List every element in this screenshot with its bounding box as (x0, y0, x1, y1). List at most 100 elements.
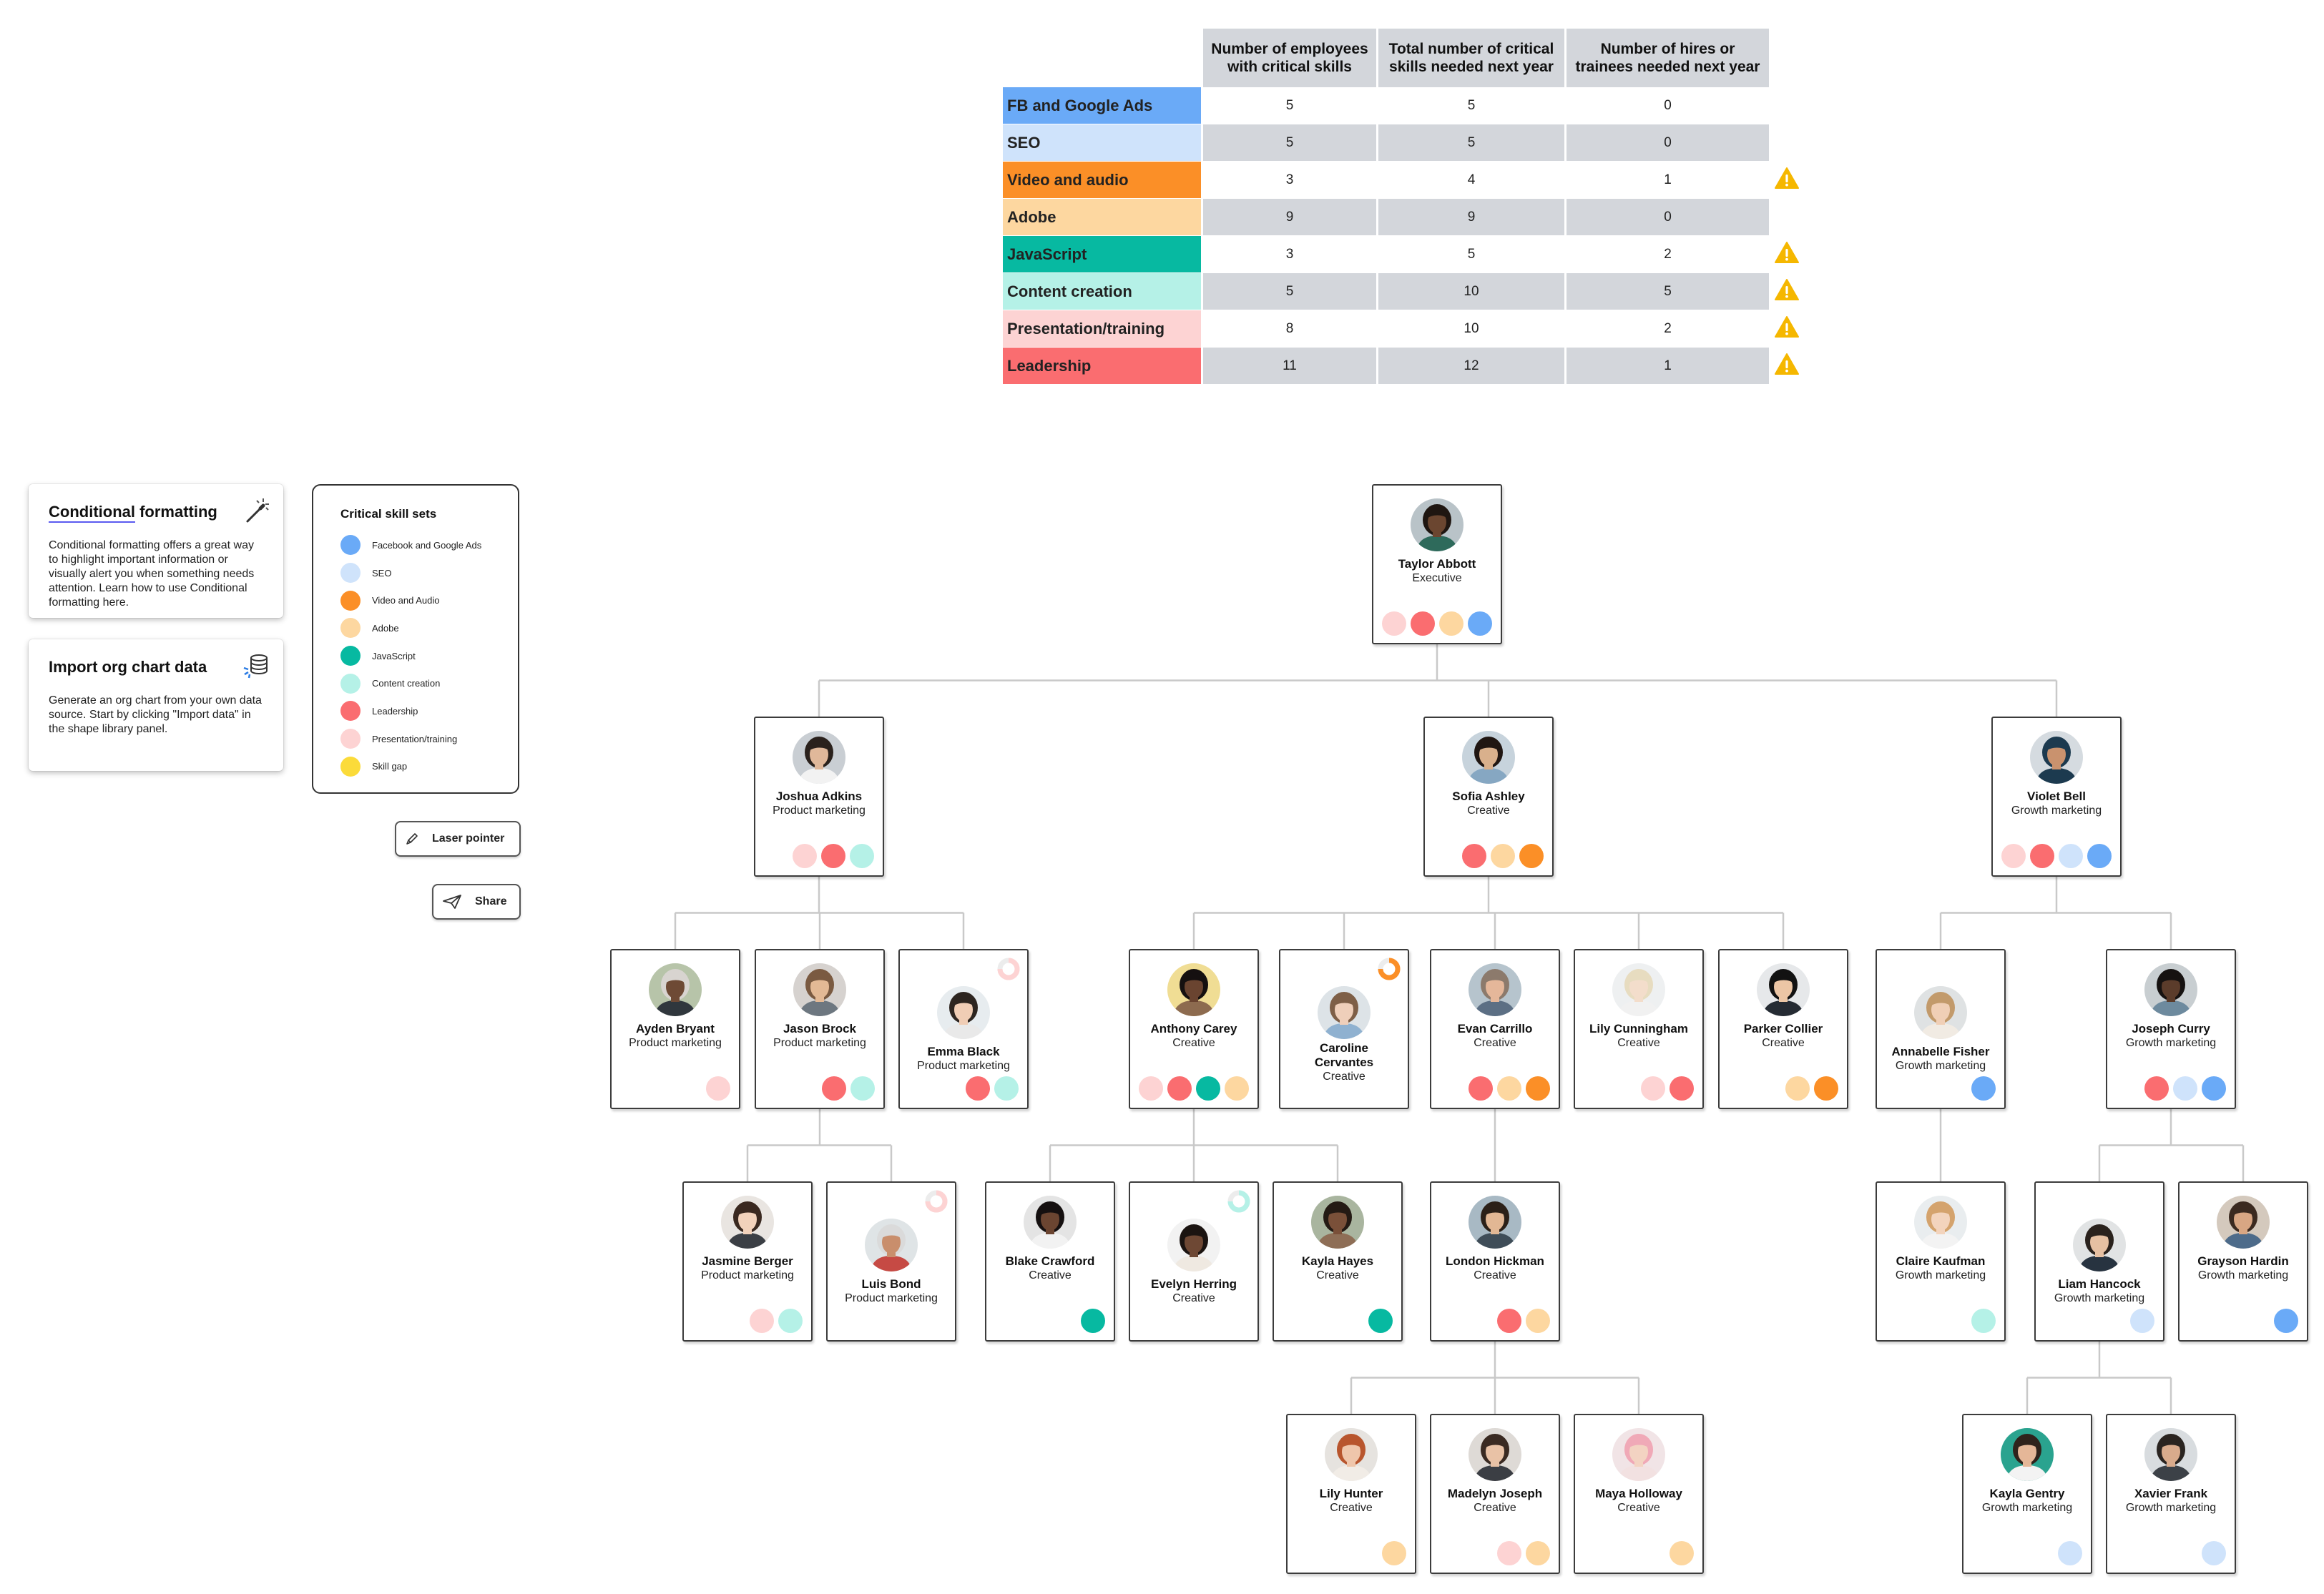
legend-swatch (340, 535, 361, 556)
person-role: Product marketing (773, 805, 866, 817)
person-role: Creative (1474, 1037, 1516, 1049)
person-name: Liam Hancock (2058, 1277, 2141, 1291)
table-cell-hires: 1 (1567, 348, 1771, 385)
org-node-blake[interactable]: Blake Crawford Creative (985, 1181, 1115, 1342)
org-node-london[interactable]: London Hickman Creative (1430, 1181, 1560, 1342)
org-node-ayden[interactable]: Ayden Bryant Product marketing (610, 949, 740, 1109)
org-node-lily-h[interactable]: Lily Hunter Creative (1286, 1414, 1416, 1574)
legend-item-js: JavaScript (340, 642, 518, 670)
person-role: Creative (1330, 1502, 1373, 1514)
org-node-sofia[interactable]: Sofia Ashley Creative (1423, 717, 1554, 877)
skill-dot-adobe (1526, 1541, 1550, 1565)
org-node-lily-c[interactable]: Lily Cunningham Creative (1574, 949, 1704, 1109)
org-node-anthony[interactable]: Anthony Carey Creative (1129, 949, 1259, 1109)
table-cell-hires: 5 (1567, 273, 1771, 310)
legend-label: Content creation (372, 678, 441, 689)
table-row: Content creation 5 10 5 (1003, 273, 1803, 310)
org-node-violet[interactable]: Violet Bell Growth marketing (1991, 717, 2122, 877)
org-node-kayla-h[interactable]: Kayla Hayes Creative (1273, 1181, 1403, 1342)
skill-dot-content (850, 1076, 875, 1101)
skill-dot-presentation (1139, 1076, 1163, 1101)
person-name: Joshua Adkins (775, 789, 863, 803)
table-cell-warning (1771, 199, 1803, 236)
org-node-joseph[interactable]: Joseph Curry Growth marketing (2106, 949, 2236, 1109)
org-node-evan[interactable]: Evan Carrillo Creative (1430, 949, 1560, 1109)
skill-dots (2054, 1541, 2082, 1565)
org-node-jasmine[interactable]: Jasmine Berger Product marketing (682, 1181, 813, 1342)
avatar (1914, 986, 1967, 1039)
avatar (1469, 1428, 1521, 1481)
skill-dots (1493, 1541, 1550, 1565)
person-role: Product marketing (773, 1037, 866, 1049)
table-cell-skill: Adobe (1003, 199, 1203, 236)
table-row: FB and Google Ads 5 5 0 (1003, 87, 1803, 124)
skill-dot-seo (2058, 1541, 2082, 1565)
legend-item-adobe: Adobe (340, 614, 518, 642)
org-node-kayla-g[interactable]: Kayla Gentry Growth marketing (1962, 1414, 2092, 1574)
skill-dot-content (1971, 1309, 1996, 1333)
conditional-formatting-card[interactable]: Conditional formatting Conditional forma… (29, 484, 283, 618)
person-role: Product marketing (845, 1292, 938, 1304)
org-node-grayson[interactable]: Grayson Hardin Growth marketing (2178, 1181, 2308, 1342)
skill-dot-leadership (2144, 1076, 2169, 1101)
avatar (937, 986, 990, 1039)
org-node-maya[interactable]: Maya Holloway Creative (1574, 1414, 1704, 1574)
skill-dot-fb (2202, 1076, 2226, 1101)
person-name: Blake Crawford (1005, 1254, 1095, 1268)
org-node-madelyn[interactable]: Madelyn Joseph Creative (1430, 1414, 1560, 1574)
table-cell-employees: 8 (1203, 310, 1378, 348)
org-node-emma[interactable]: Emma Black Product marketing (898, 949, 1029, 1109)
avatar (2030, 731, 2083, 784)
org-node-jason[interactable]: Jason Brock Product marketing (755, 949, 885, 1109)
org-node-evelyn[interactable]: Evelyn Herring Creative (1129, 1181, 1259, 1342)
skill-dot-adobe (1497, 1076, 1521, 1101)
table-cell-employees: 5 (1203, 273, 1378, 310)
table-header-employees: Number of employees with critical skills (1203, 29, 1378, 87)
skill-dot-adobe (1382, 1541, 1406, 1565)
skill-dot-leadership (2030, 844, 2054, 868)
pen-icon (406, 833, 418, 845)
import-org-chart-card[interactable]: Import org chart data Generate an org ch… (29, 639, 283, 771)
person-role: Product marketing (701, 1269, 794, 1281)
legend-label: Video and Audio (372, 595, 440, 606)
org-node-luis[interactable]: Luis Bond Product marketing (826, 1181, 956, 1342)
skill-dots (1378, 611, 1492, 636)
skill-dot-presentation (1497, 1541, 1521, 1565)
table-cell-skill: FB and Google Ads (1003, 87, 1203, 124)
warning-icon (1775, 279, 1799, 300)
avatar (1167, 963, 1220, 1016)
legend-swatch (340, 646, 361, 666)
org-node-parker[interactable]: Parker Collier Creative (1718, 949, 1848, 1109)
skill-dot-fb (2087, 844, 2112, 868)
person-name: Lily Hunter (1319, 1487, 1383, 1500)
legend-item-content: Content creation (340, 669, 518, 697)
org-node-caroline[interactable]: Caroline Cervantes Creative (1279, 949, 1409, 1109)
laser-pointer-button[interactable]: Laser pointer (395, 821, 521, 857)
table-cell-skill: Video and audio (1003, 162, 1203, 199)
table-warning-header (1771, 29, 1803, 87)
person-role: Growth marketing (1895, 1269, 1986, 1281)
skill-dots (1781, 1076, 1838, 1101)
avatar (865, 1219, 918, 1271)
legend-label: Adobe (372, 622, 399, 634)
person-name: Emma Black (927, 1045, 1000, 1058)
person-name: Violet Bell (2027, 789, 2086, 803)
org-node-taylor[interactable]: Taylor Abbott Executive (1372, 484, 1502, 644)
avatar (2217, 1196, 2270, 1249)
org-node-liam[interactable]: Liam Hancock Growth marketing (2034, 1181, 2164, 1342)
org-node-claire[interactable]: Claire Kaufman Growth marketing (1876, 1181, 2006, 1342)
org-node-joshua[interactable]: Joshua Adkins Product marketing (754, 717, 884, 877)
org-node-xavier[interactable]: Xavier Frank Growth marketing (2106, 1414, 2236, 1574)
skill-dot-presentation (1382, 611, 1406, 636)
share-button[interactable]: Share (432, 884, 521, 920)
table-corner-cell (1003, 29, 1203, 87)
legend-swatch (340, 729, 361, 749)
org-node-annabelle[interactable]: Annabelle Fisher Growth marketing (1876, 949, 2006, 1109)
person-name: Maya Holloway (1595, 1487, 1682, 1500)
legend-item-video: Video and Audio (340, 586, 518, 614)
table-row: Presentation/training 8 10 2 (1003, 310, 1803, 348)
avatar (2144, 963, 2197, 1016)
person-name: Xavier Frank (2134, 1487, 2208, 1500)
warning-icon (1775, 167, 1799, 189)
